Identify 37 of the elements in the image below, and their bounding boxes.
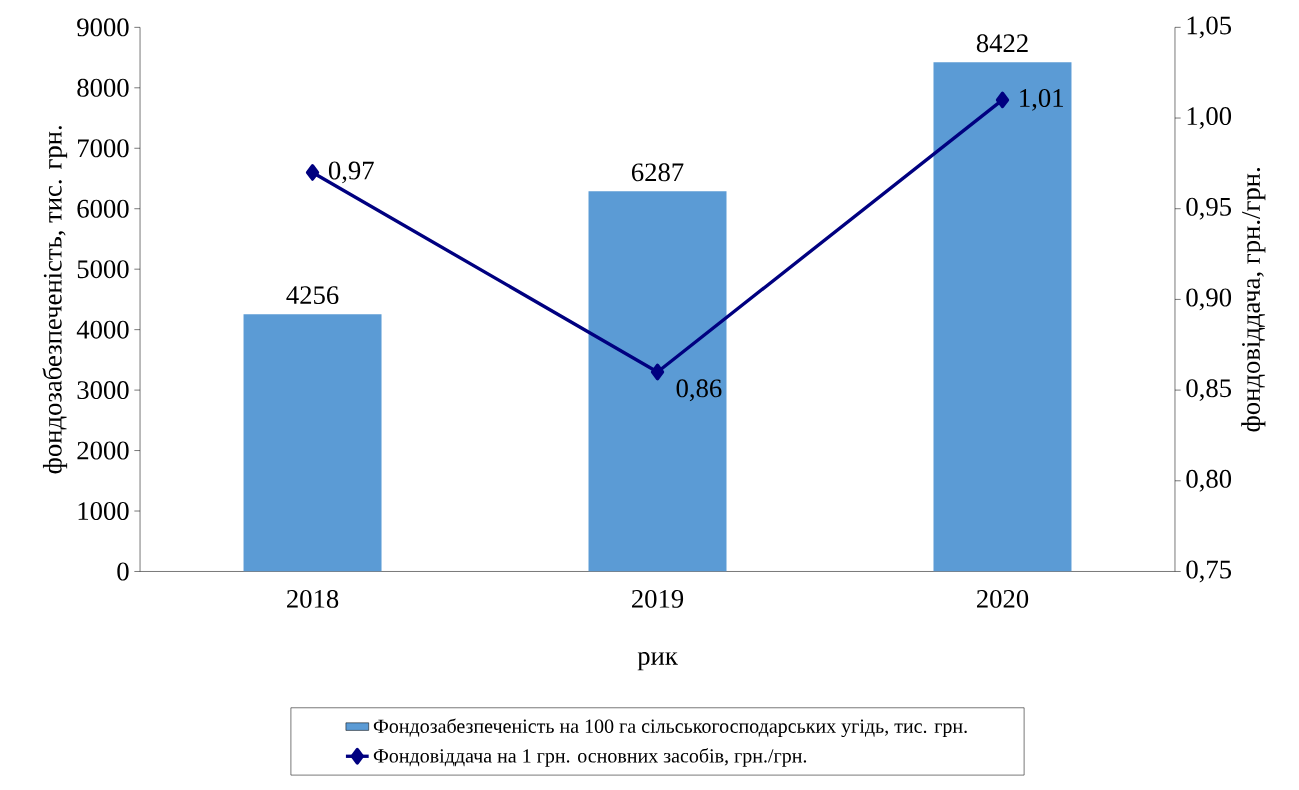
- y-tick-label: 4000: [76, 320, 129, 339]
- point: [305, 164, 320, 182]
- y2-tick-label: 0,75: [1186, 560, 1232, 583]
- x-tick-label: 2018: [287, 590, 339, 609]
- data-label: 0,86: [676, 379, 722, 402]
- y-tick-label: 5000: [77, 260, 129, 279]
- y2-tick-label: 0,95: [1186, 198, 1232, 220]
- data-label: 6287: [631, 163, 684, 182]
- legend-label: Фондозабезпеченість на 100 га сільськогосподарських угідь, тис. грн.: [373, 718, 967, 738]
- y-tick-label: 2000: [77, 441, 129, 460]
- bar: [933, 62, 1072, 572]
- bar: [243, 314, 382, 572]
- point: [650, 363, 665, 381]
- y2-tick-label: 0,80: [1186, 470, 1232, 492]
- x-tick-label: 2020: [976, 590, 1029, 609]
- y-tick-label: 0: [117, 562, 129, 581]
- y-tick-label: 1000: [78, 502, 129, 521]
- y-tick-label: 9000: [77, 18, 129, 37]
- y2-tick-label: 0,85: [1186, 379, 1232, 402]
- y2-tick-label: 0,90: [1186, 288, 1232, 311]
- legend-label: Фондовіддача на 1 грн. основних засобів, грн./грн.: [373, 748, 807, 767]
- y-tick-label: 7000: [78, 139, 129, 158]
- y-tick-label: 6000: [77, 199, 129, 218]
- data-label: 1,01: [1020, 89, 1063, 112]
- x-tick-label: 2019: [632, 590, 684, 609]
- data-label: 4256: [286, 286, 339, 305]
- y-tick-label: 3000: [77, 381, 129, 400]
- y-axis-title: фондозабезпеченість, тис. грн.: [42, 126, 68, 474]
- data-label: 0,97: [328, 161, 374, 184]
- y2-tick-label: 1,00: [1187, 107, 1232, 130]
- data-label: 8422: [976, 34, 1028, 53]
- y2-tick-label: 1,05: [1187, 16, 1232, 39]
- y2-axis-title: фондовіддача, грн./грн.: [1241, 168, 1266, 432]
- point: [995, 91, 1010, 109]
- x-axis-title: рик: [637, 652, 678, 671]
- bar: [588, 191, 727, 572]
- y-tick-label: 8000: [77, 79, 129, 98]
